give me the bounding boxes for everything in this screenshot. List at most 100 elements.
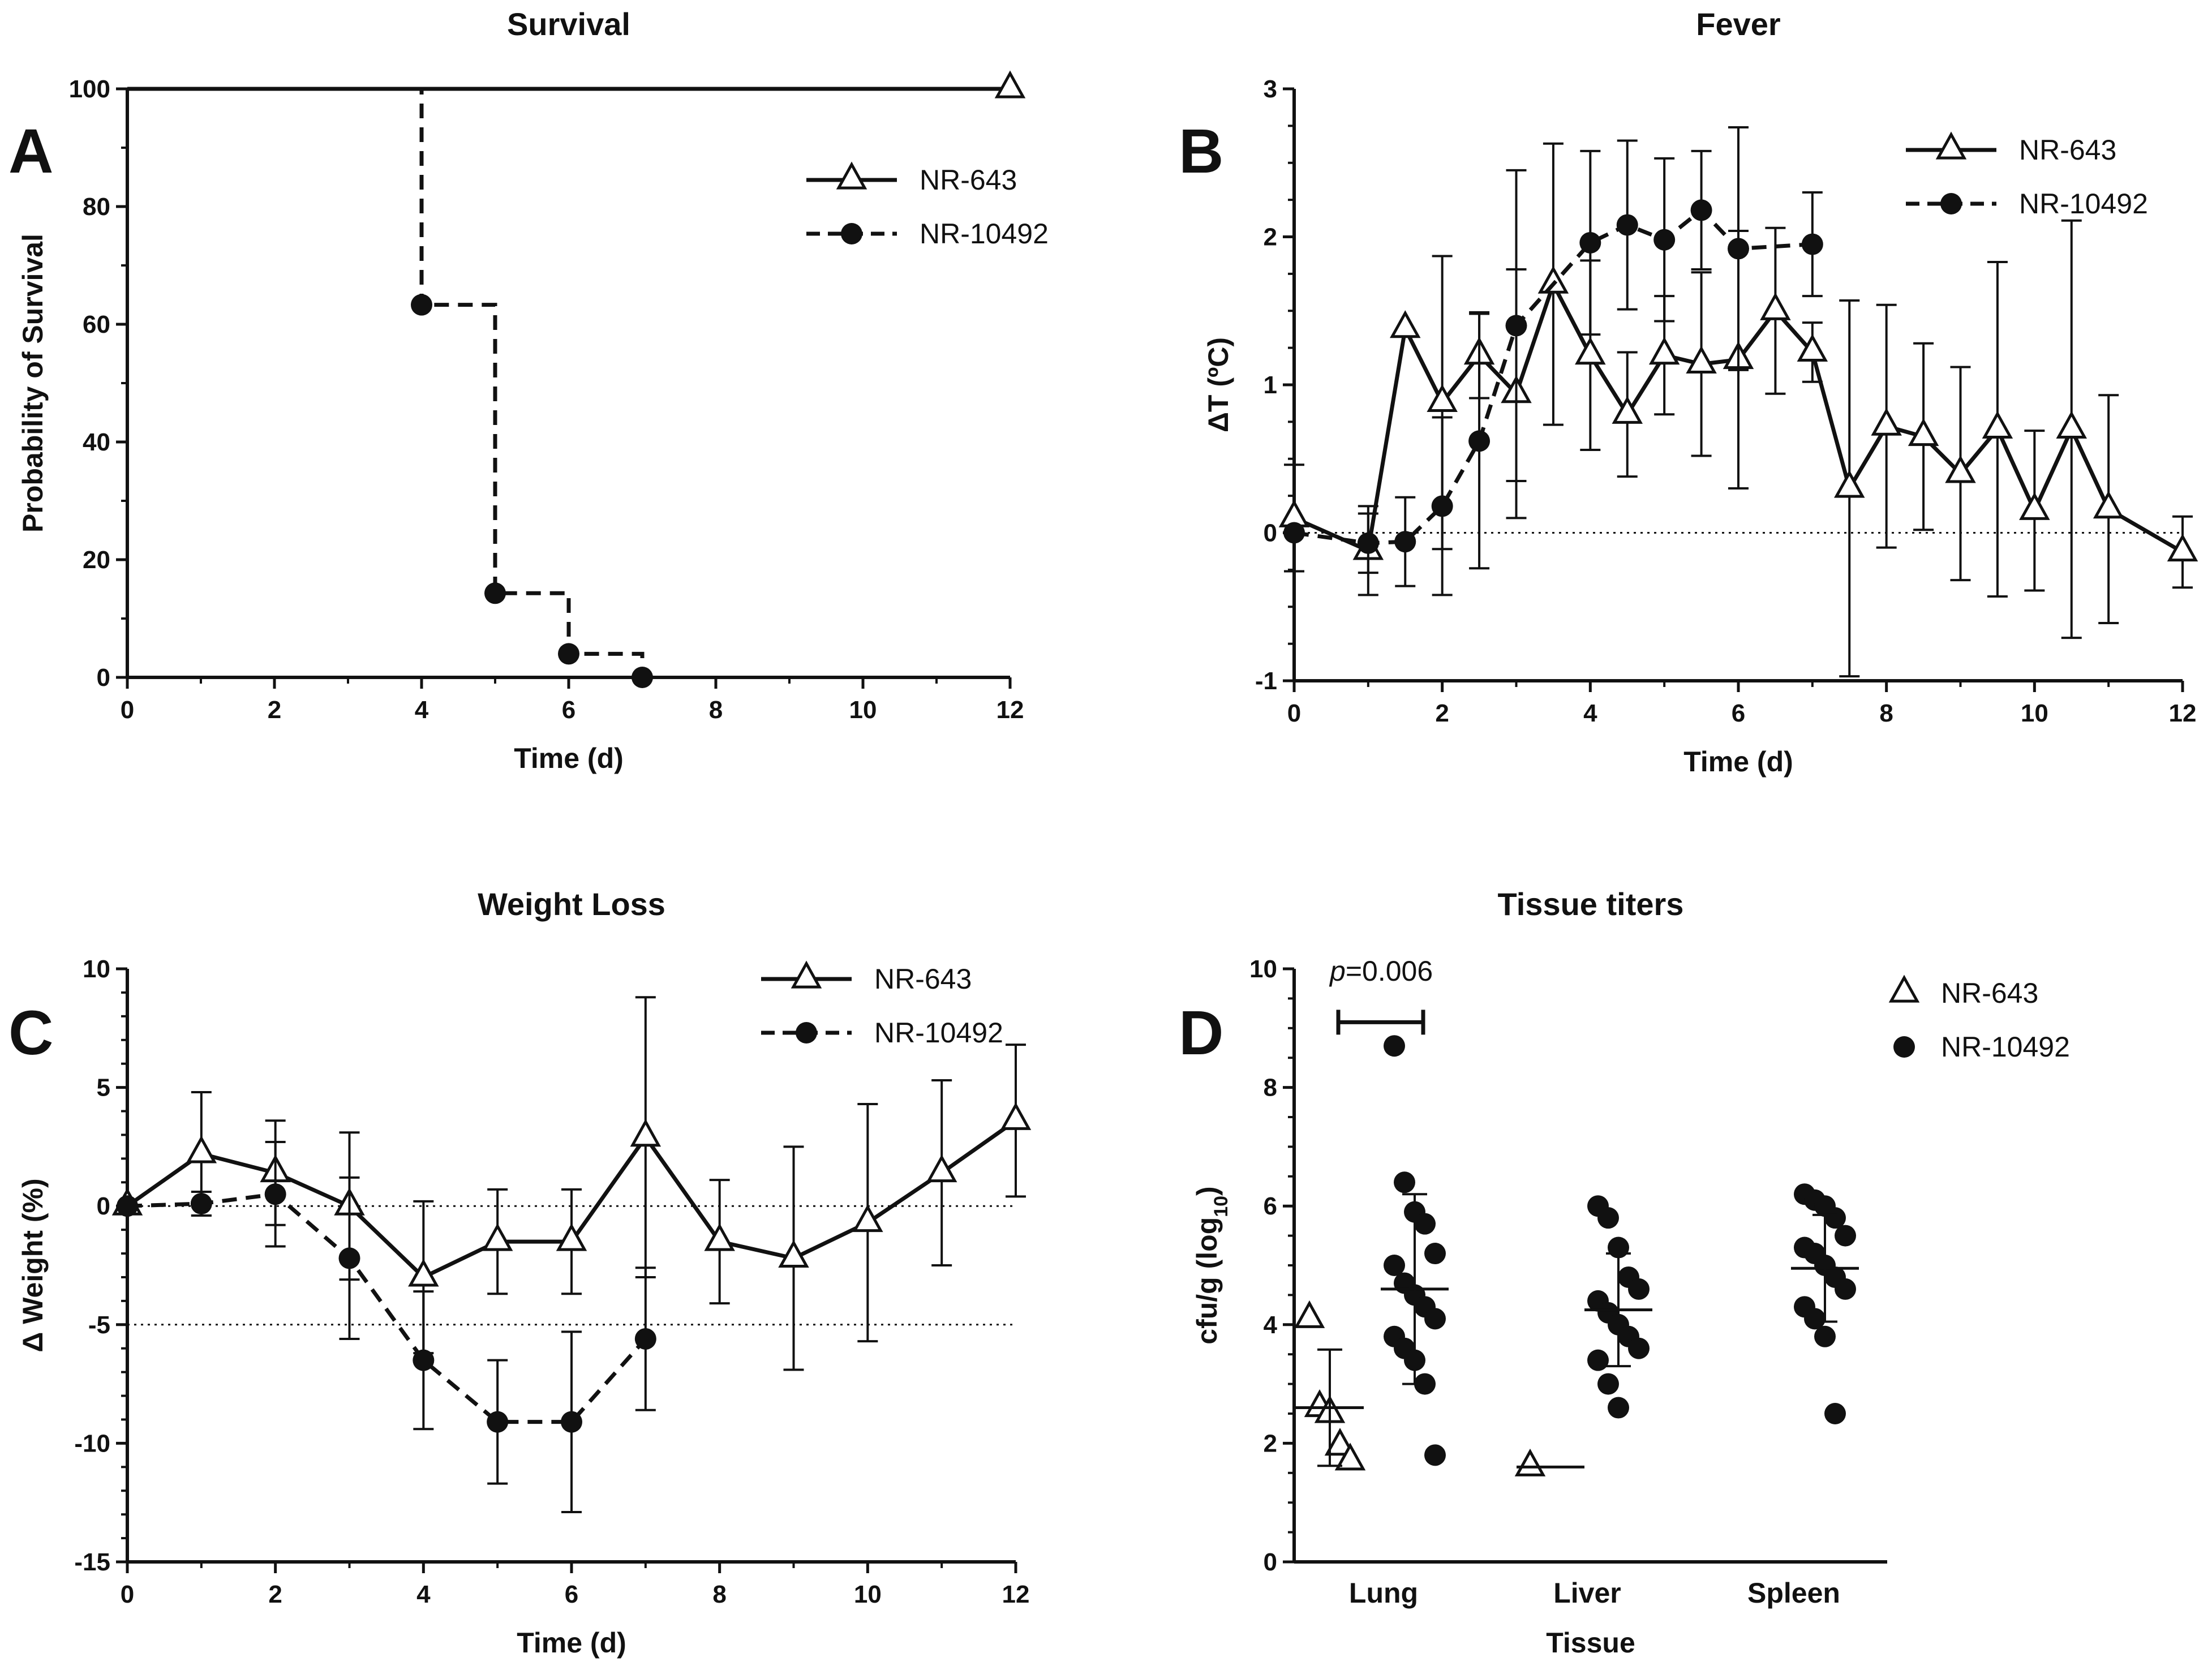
legend-marker [791, 960, 822, 989]
data-point [1824, 1403, 1846, 1424]
data-point [408, 1259, 439, 1287]
chart-title: Tissue titers [1498, 886, 1684, 922]
data-point [1835, 1278, 1856, 1300]
data-point [1871, 407, 1902, 436]
y-tick-label: 10 [83, 955, 110, 983]
y-tick-label: 60 [83, 311, 110, 338]
x-tick-label: 6 [1732, 699, 1745, 727]
survival-step-line [127, 87, 645, 677]
data-point [484, 582, 506, 604]
x-tick-label: 8 [1879, 699, 1893, 727]
data-point [1653, 229, 1676, 251]
data-point [1334, 1442, 1366, 1471]
y-tick-label: 1 [1264, 371, 1277, 399]
data-point [1760, 292, 1791, 320]
data-point [1579, 231, 1601, 254]
data-point [852, 1204, 883, 1233]
legend-marker [1935, 131, 1967, 160]
data-point [561, 1411, 582, 1433]
x-tick-label: 10 [849, 696, 877, 724]
data-point [1690, 199, 1712, 221]
data-point [338, 1247, 360, 1269]
x-axis-label: Time (d) [1683, 746, 1793, 778]
data-point [994, 70, 1026, 98]
y-tick-label: 100 [69, 75, 110, 103]
data-point [1414, 1213, 1436, 1235]
y-tick-label: -10 [74, 1429, 110, 1457]
data-point [1801, 233, 1823, 255]
data-point [1424, 1444, 1446, 1466]
legend-marker [836, 161, 867, 190]
data-point [482, 1223, 513, 1251]
chart-title: Fever [1696, 6, 1780, 42]
x-tick-label: 0 [1287, 699, 1301, 727]
data-point [1982, 410, 2013, 439]
y-tick-label: 6 [1264, 1192, 1277, 1220]
data-point [1427, 384, 1458, 412]
x-axis-label: Time (d) [514, 742, 624, 774]
x-tick-label: 6 [565, 1581, 578, 1608]
legend-label: NR-643 [920, 164, 1017, 196]
data-point [117, 1195, 138, 1217]
panel-letter: D [1179, 998, 1223, 1068]
legend-label: NR-643 [874, 963, 972, 995]
legend-label: NR-643 [1941, 977, 2038, 1009]
category-label: Lung [1349, 1577, 1418, 1609]
y-tick-label: 80 [83, 193, 110, 221]
legend-marker [1940, 193, 1962, 214]
data-point [413, 1349, 435, 1371]
data-point [1000, 1102, 1032, 1130]
legend-label: NR-10492 [920, 218, 1049, 250]
data-point [264, 1183, 286, 1205]
data-point [1537, 265, 1569, 294]
y-tick-label: 8 [1264, 1074, 1277, 1102]
x-tick-label: 10 [854, 1581, 882, 1608]
x-tick-label: 0 [121, 1581, 134, 1608]
y-tick-label: 0 [97, 664, 110, 692]
data-point [1357, 532, 1379, 554]
y-tick-label: 2 [1264, 1429, 1277, 1457]
chart-title: Survival [507, 6, 630, 42]
data-point [1394, 531, 1416, 553]
data-point [186, 1135, 217, 1163]
x-tick-label: 4 [416, 1581, 431, 1608]
chart-title: Weight Loss [478, 886, 665, 922]
x-tick-label: 2 [268, 696, 281, 724]
category-label: Liver [1553, 1577, 1621, 1609]
data-point [487, 1411, 509, 1433]
y-tick-label: -5 [88, 1311, 110, 1339]
x-tick-label: 2 [1435, 699, 1449, 727]
x-tick-label: 8 [712, 1581, 726, 1608]
x-tick-label: 12 [997, 696, 1024, 724]
data-point [1628, 1278, 1650, 1300]
series-nr-643 [1278, 142, 2198, 678]
legend-marker [841, 223, 862, 244]
series-nr-643 [1294, 1300, 1584, 1476]
legend-marker [796, 1022, 817, 1044]
data-point [1597, 1373, 1619, 1395]
data-point [1728, 238, 1749, 260]
data-point [1324, 1428, 1356, 1456]
data-point [1797, 333, 1828, 362]
data-point [1835, 1225, 1856, 1247]
x-axis-label: Tissue [1546, 1627, 1635, 1659]
x-tick-label: 12 [2169, 699, 2197, 727]
data-point [1834, 470, 1865, 498]
data-point [2167, 534, 2198, 562]
legend-marker [1893, 1036, 1915, 1058]
legend-label: NR-10492 [1941, 1031, 2070, 1063]
x-tick-label: 6 [562, 696, 575, 724]
legend-label: NR-10492 [2019, 188, 2148, 220]
y-tick-label: 0 [1264, 1548, 1277, 1576]
data-point [556, 1223, 587, 1251]
data-point [1431, 495, 1453, 517]
y-tick-label: 0 [97, 1192, 110, 1220]
series-nr-10492 [1381, 1035, 1859, 1466]
y-tick-label: 5 [97, 1074, 110, 1102]
x-tick-label: 4 [1583, 699, 1597, 727]
y-axis-label: cfu/g (log10) [1191, 1186, 1232, 1344]
data-point [1648, 337, 1680, 365]
y-tick-label: 20 [83, 546, 110, 574]
data-point [1394, 1171, 1415, 1193]
data-point [704, 1223, 735, 1251]
